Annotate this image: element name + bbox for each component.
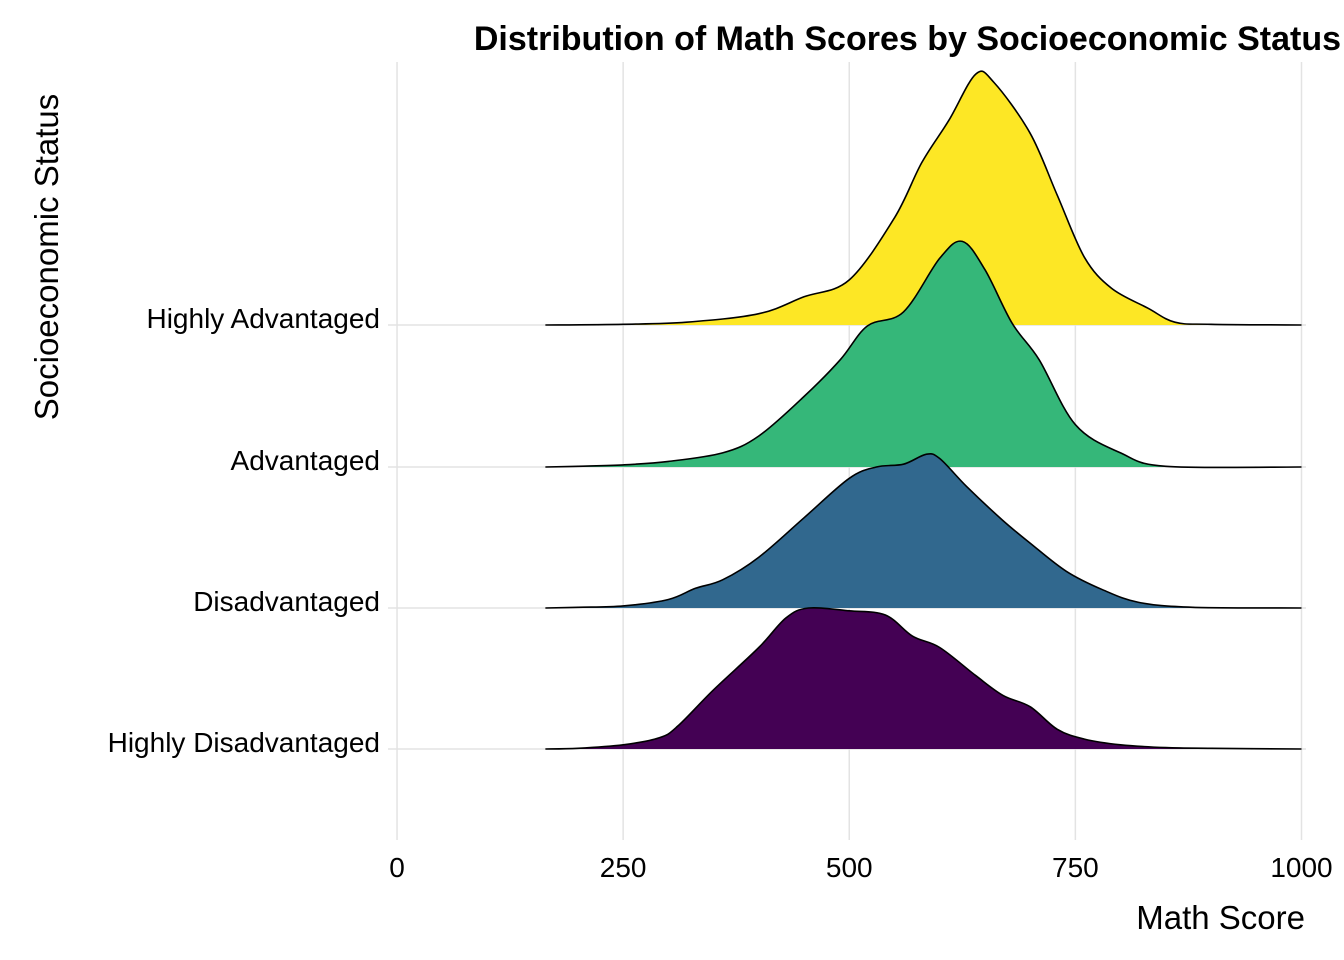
label-layer: 0 250 500 750 1000 Highly Disadvantaged Disadv… [108,303,1333,883]
ridge-area-disadvantaged [545,453,1302,608]
x-tick-label: 250 [600,852,647,883]
x-tick-label: 1000 [1270,852,1332,883]
ridge-layer [545,70,1302,750]
y-tick-label: Highly Disadvantaged [108,727,380,758]
y-tick-label: Advantaged [231,445,380,476]
chart-title: Distribution of Math Scores by Socioecon… [474,20,1341,58]
ridge-area-advantaged [545,241,1302,468]
ridge-area-highly-advantaged [545,71,1302,326]
ridge-line-disadvantaged [545,453,1302,609]
y-tick-label: Disadvantaged [193,586,380,617]
ridge-line-advantaged [545,240,1302,469]
y-tick-label: Highly Advantaged [146,303,380,334]
x-tick-label: 750 [1052,852,1099,883]
x-tick-label: 500 [826,852,873,883]
y-axis-title: Socioeconomic Status [28,94,65,421]
ridge-area-highly-disadvantaged [545,607,1302,749]
ridge-line-highly-advantaged [545,70,1302,326]
x-tick-label: 0 [389,852,405,883]
ridge-line-highly-disadvantaged [545,606,1302,750]
x-axis-title: Math Score [1136,899,1305,936]
